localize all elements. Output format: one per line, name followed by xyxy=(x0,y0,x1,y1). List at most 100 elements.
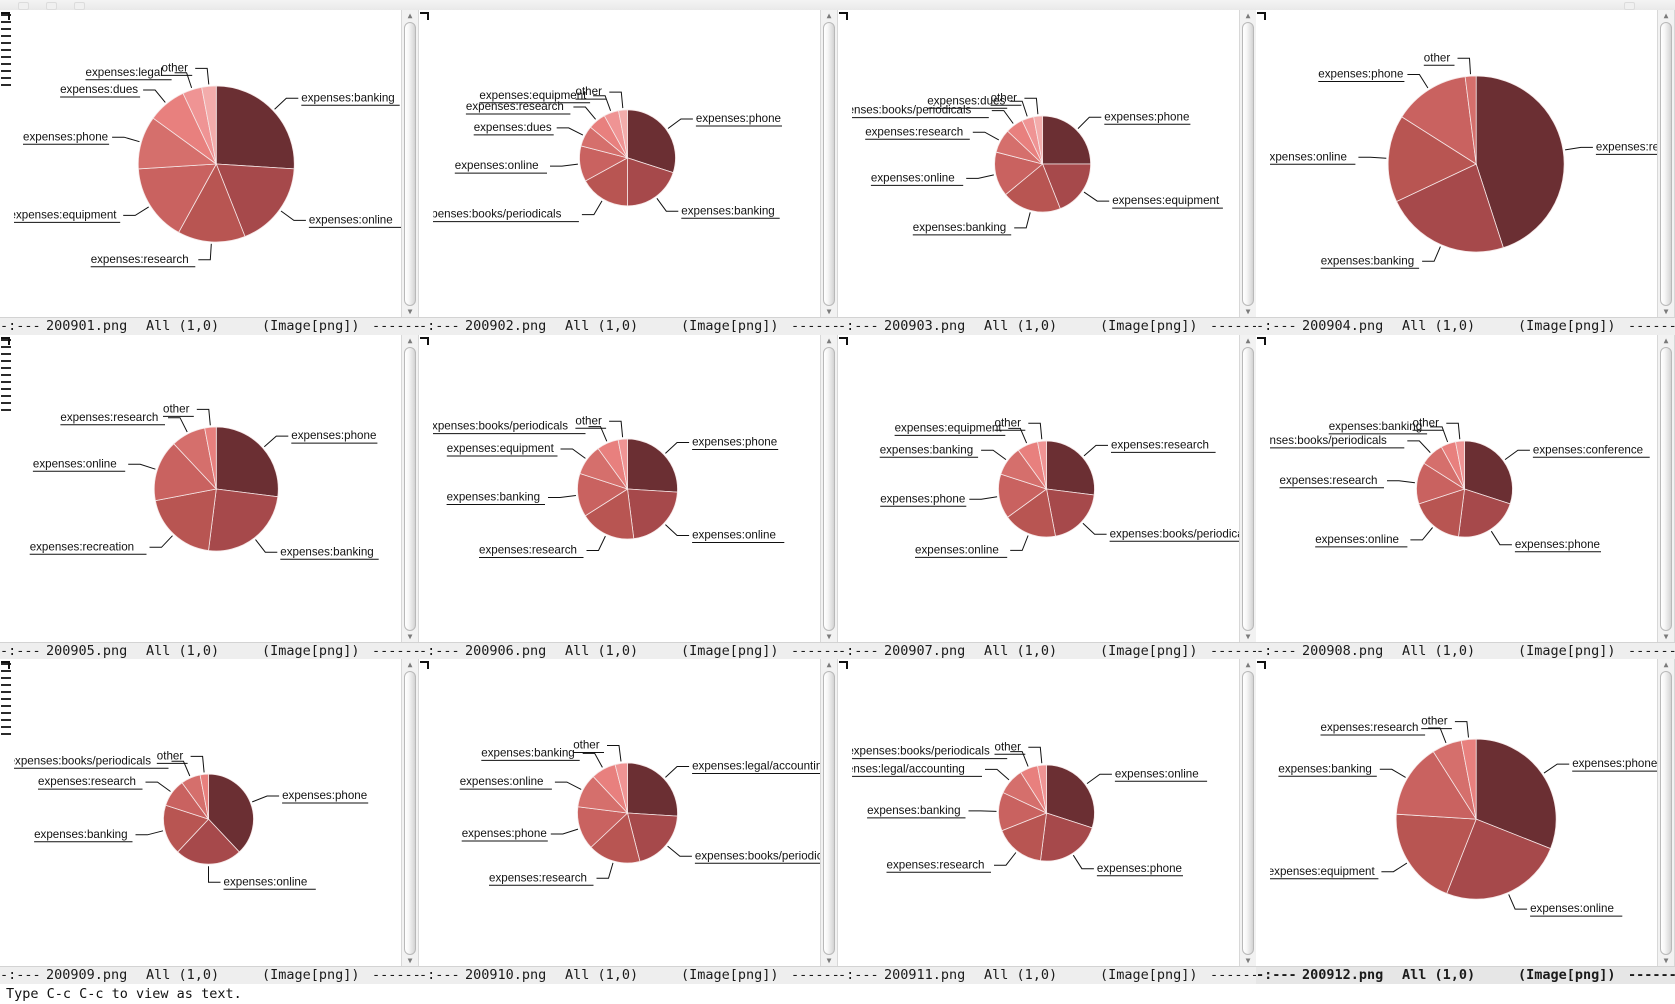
image-canvas[interactable]: expenses:phone expenses:banking expenses:r… xyxy=(14,335,403,643)
scroll-up-arrow-icon[interactable]: ▲ xyxy=(826,336,832,345)
image-canvas[interactable]: expenses:research expenses:books/periodic… xyxy=(852,335,1241,643)
scroll-down-arrow-icon[interactable]: ▼ xyxy=(407,632,413,641)
scroll-up-arrow-icon[interactable]: ▲ xyxy=(1663,11,1669,20)
scroll-down-arrow-icon[interactable]: ▼ xyxy=(1245,956,1251,965)
emacs-window[interactable]: expenses:phone expenses:online expenses:ba… xyxy=(0,659,419,984)
scroll-down-arrow-icon[interactable]: ▼ xyxy=(1663,632,1669,641)
scroll-up-arrow-icon[interactable]: ▲ xyxy=(826,11,832,20)
scroll-down-arrow-icon[interactable]: ▼ xyxy=(407,307,413,316)
pie-label: expenses:phone xyxy=(462,827,547,840)
modeline[interactable]: -:--- 200903.png All (1,0) (Image[png]) ----… xyxy=(838,317,1257,335)
scrollbar-thumb[interactable] xyxy=(1242,22,1254,306)
scrollbar-thumb[interactable] xyxy=(404,671,416,955)
scroll-up-arrow-icon[interactable]: ▲ xyxy=(1245,660,1251,669)
image-canvas[interactable]: expenses:conference expenses:phone expense… xyxy=(1270,335,1659,643)
scroll-down-arrow-icon[interactable]: ▼ xyxy=(1245,632,1251,641)
modeline-buffer-name: 200909.png xyxy=(46,967,128,983)
scroll-down-arrow-icon[interactable]: ▼ xyxy=(826,307,832,316)
toolbar-icon-open[interactable] xyxy=(18,2,29,10)
image-canvas[interactable]: expenses:legal/accounting expenses:books/… xyxy=(433,659,822,967)
scroll-down-arrow-icon[interactable]: ▼ xyxy=(826,956,832,965)
toolbar-icon-undo[interactable] xyxy=(74,2,85,10)
pie-slice xyxy=(1464,75,1477,165)
scrollbar-thumb[interactable] xyxy=(404,347,416,631)
scroll-up-arrow-icon[interactable]: ▲ xyxy=(407,336,413,345)
scroll-up-arrow-icon[interactable]: ▲ xyxy=(1663,660,1669,669)
vertical-scrollbar[interactable]: ▲ ▼ xyxy=(1657,10,1675,318)
emacs-window[interactable]: expenses:research expenses:books/periodic… xyxy=(838,335,1257,660)
image-canvas[interactable]: expenses:research expenses:banking expense… xyxy=(1270,10,1659,318)
emacs-window[interactable]: expenses:conference expenses:phone expense… xyxy=(1256,335,1675,660)
scroll-up-arrow-icon[interactable]: ▲ xyxy=(1245,336,1251,345)
scroll-up-arrow-icon[interactable]: ▲ xyxy=(407,11,413,20)
scroll-up-arrow-icon[interactable]: ▲ xyxy=(826,660,832,669)
emacs-window[interactable]: expenses:online expenses:phone expenses:re… xyxy=(838,659,1257,984)
scroll-up-arrow-icon[interactable]: ▲ xyxy=(407,660,413,669)
modeline[interactable]: -:--- 200906.png All (1,0) (Image[png]) ----… xyxy=(419,642,838,660)
scrollbar-thumb[interactable] xyxy=(823,347,835,631)
scrollbar-thumb[interactable] xyxy=(1242,671,1254,955)
emacs-window[interactable]: expenses:legal/accounting expenses:books/… xyxy=(419,659,838,984)
modeline[interactable]: -:--- 200902.png All (1,0) (Image[png]) ----… xyxy=(419,317,838,335)
vertical-scrollbar[interactable]: ▲ ▼ xyxy=(1657,335,1675,643)
scrollbar-thumb[interactable] xyxy=(1660,671,1672,955)
vertical-scrollbar[interactable]: ▲ ▼ xyxy=(820,659,838,967)
modeline[interactable]: -:--- 200909.png All (1,0) (Image[png]) ----… xyxy=(0,966,419,984)
scroll-up-arrow-icon[interactable]: ▲ xyxy=(1245,11,1251,20)
scroll-down-arrow-icon[interactable]: ▼ xyxy=(1663,307,1669,316)
image-canvas[interactable]: expenses:phone expenses:banking expenses:b… xyxy=(433,10,822,318)
pie-slice xyxy=(584,488,635,540)
scroll-down-arrow-icon[interactable]: ▼ xyxy=(1663,956,1669,965)
scrollbar-thumb[interactable] xyxy=(1660,347,1672,631)
image-canvas[interactable]: expenses:banking expenses:online expenses:… xyxy=(14,10,403,318)
image-canvas[interactable]: expenses:online expenses:phone expenses:re… xyxy=(852,659,1241,967)
toolbar-icon-save[interactable] xyxy=(46,2,57,10)
vertical-scrollbar[interactable]: ▲ ▼ xyxy=(401,10,419,318)
modeline[interactable]: -:--- 200904.png All (1,0) (Image[png]) ----… xyxy=(1256,317,1675,335)
scrollbar-thumb[interactable] xyxy=(404,22,416,306)
vertical-scrollbar[interactable]: ▲ ▼ xyxy=(1239,335,1257,643)
scrollbar-thumb[interactable] xyxy=(1660,22,1672,306)
modeline[interactable]: -:--- 200908.png All (1,0) (Image[png]) ----… xyxy=(1256,642,1675,660)
vertical-scrollbar[interactable]: ▲ ▼ xyxy=(1239,10,1257,318)
scroll-down-arrow-icon[interactable]: ▼ xyxy=(826,632,832,641)
pie-label: expenses:equipment xyxy=(1112,194,1220,207)
modeline-buffer-name: 200902.png xyxy=(465,318,547,334)
image-canvas[interactable]: expenses:phone expenses:online expenses:re… xyxy=(433,335,822,643)
modeline[interactable]: -:--- 200901.png All (1,0) (Image[png]) ----… xyxy=(0,317,419,335)
emacs-window[interactable]: expenses:phone expenses:online expenses:re… xyxy=(419,335,838,660)
emacs-window[interactable]: expenses:phone expenses:banking expenses:b… xyxy=(419,10,838,335)
vertical-scrollbar[interactable]: ▲ ▼ xyxy=(401,335,419,643)
emacs-window[interactable]: expenses:phone expenses:online expenses:eq… xyxy=(1256,659,1675,984)
scroll-up-arrow-icon[interactable]: ▲ xyxy=(1663,336,1669,345)
image-canvas[interactable]: expenses:phone expenses:equipment expenses… xyxy=(852,10,1241,318)
vertical-scrollbar[interactable]: ▲ ▼ xyxy=(820,10,838,318)
image-canvas[interactable]: expenses:phone expenses:online expenses:eq… xyxy=(1270,659,1659,967)
modeline[interactable]: -:--- 200907.png All (1,0) (Image[png]) ----… xyxy=(838,642,1257,660)
modeline[interactable]: -:--- 200910.png All (1,0) (Image[png]) ----… xyxy=(419,966,838,984)
vertical-scrollbar[interactable]: ▲ ▼ xyxy=(820,335,838,643)
modeline[interactable]: -:--- 200911.png All (1,0) (Image[png]) ----… xyxy=(838,966,1257,984)
pie-label: other xyxy=(995,740,1022,753)
scrollbar-thumb[interactable] xyxy=(823,22,835,306)
vertical-scrollbar[interactable]: ▲ ▼ xyxy=(401,659,419,967)
vertical-scrollbar[interactable]: ▲ ▼ xyxy=(1239,659,1257,967)
scroll-down-arrow-icon[interactable]: ▼ xyxy=(407,956,413,965)
emacs-window[interactable]: expenses:banking expenses:online expenses:… xyxy=(0,10,419,335)
pie-slice xyxy=(1046,440,1095,496)
pie-slice xyxy=(1460,738,1477,820)
emacs-window[interactable]: expenses:research expenses:banking expense… xyxy=(1256,10,1675,335)
modeline[interactable]: -:--- 200905.png All (1,0) (Image[png]) ----… xyxy=(0,642,419,660)
scrollbar-thumb[interactable] xyxy=(1242,347,1254,631)
scroll-down-arrow-icon[interactable]: ▼ xyxy=(1245,307,1251,316)
left-fringe xyxy=(1256,659,1269,967)
image-canvas[interactable]: expenses:phone expenses:online expenses:ba… xyxy=(14,659,403,967)
scrollbar-thumb[interactable] xyxy=(823,671,835,955)
modeline-buffer-name: 200910.png xyxy=(465,967,547,983)
emacs-window[interactable]: expenses:phone expenses:equipment expenses… xyxy=(838,10,1257,335)
modeline[interactable]: -:--- 200912.png All (1,0) (Image[png]) ----… xyxy=(1256,966,1675,984)
vertical-scrollbar[interactable]: ▲ ▼ xyxy=(1657,659,1675,967)
toolbar-icon-print[interactable] xyxy=(1624,2,1635,10)
pie-label: expenses:equipment xyxy=(447,442,555,455)
emacs-window[interactable]: expenses:phone expenses:banking expenses:r… xyxy=(0,335,419,660)
